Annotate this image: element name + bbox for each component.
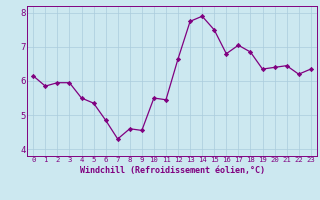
X-axis label: Windchill (Refroidissement éolien,°C): Windchill (Refroidissement éolien,°C): [79, 166, 265, 175]
